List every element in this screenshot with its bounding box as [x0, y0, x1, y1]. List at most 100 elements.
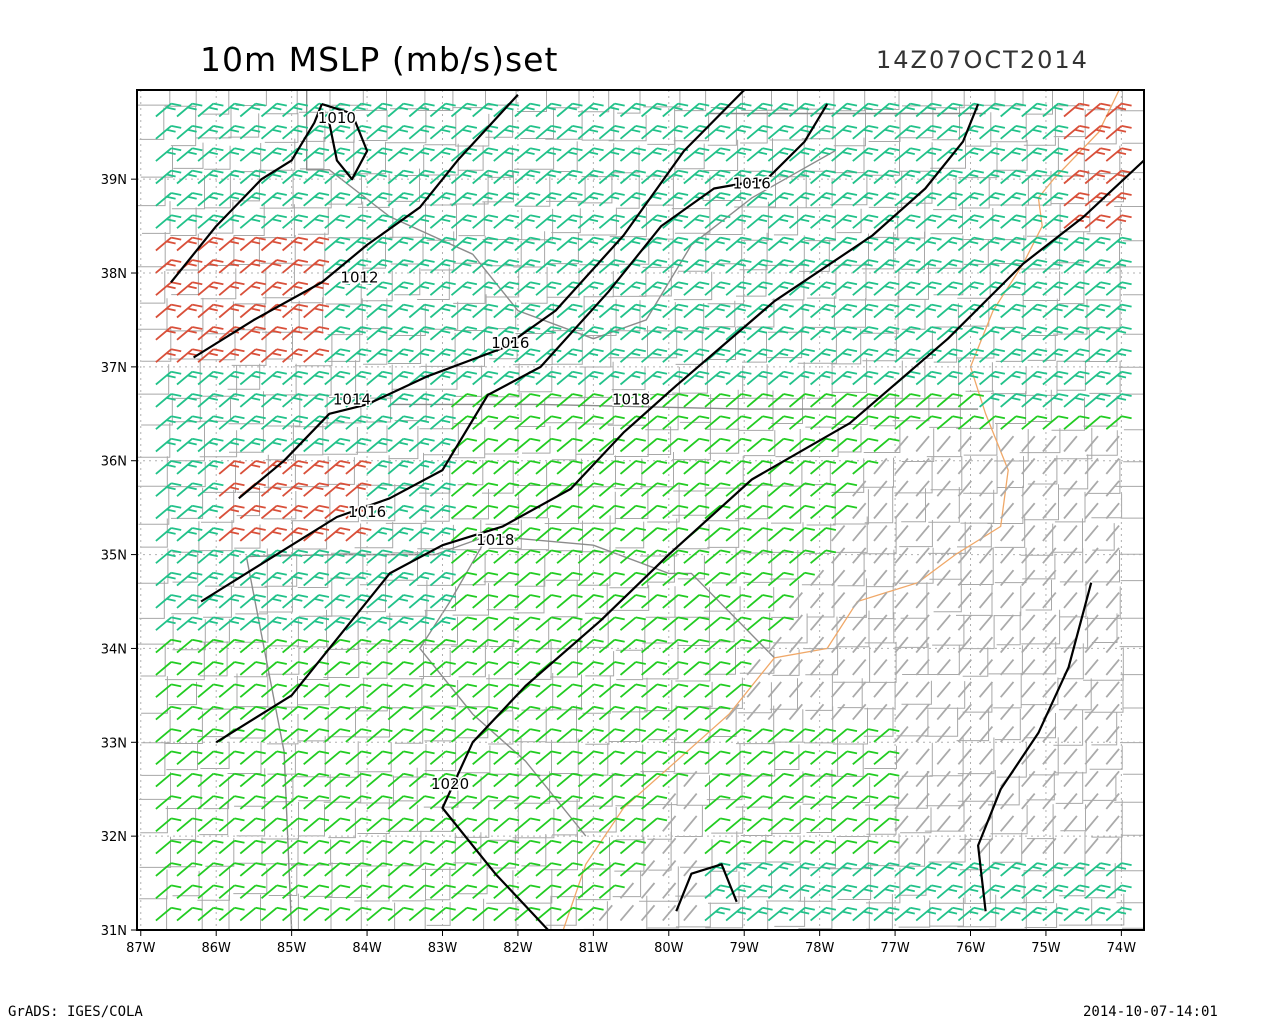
wind-barb: [366, 102, 393, 118]
wind-barb: [915, 415, 942, 430]
wind-barb: [915, 793, 930, 810]
wind-barb: [472, 259, 499, 274]
wind-barb: [239, 214, 266, 229]
wind-barb: [450, 728, 478, 743]
wind-barb: [450, 415, 478, 430]
wind-barb: [767, 772, 794, 788]
wind-barb: [894, 906, 921, 922]
wind-barb: [957, 348, 984, 363]
wind-barb: [239, 594, 266, 609]
wind-barb: [535, 281, 562, 296]
wind-barb: [810, 750, 837, 765]
wind-barb: [598, 839, 625, 855]
wind-barb: [767, 214, 794, 229]
wind-barb: [408, 504, 435, 520]
wind-barb: [788, 370, 815, 386]
wind-barb: [218, 616, 245, 631]
wind-barb: [704, 259, 731, 274]
wind-barb: [1084, 614, 1099, 631]
wind-barb: [704, 147, 731, 162]
wind-barb: [239, 370, 266, 386]
wind-barb: [577, 661, 604, 676]
wind-barb: [1000, 815, 1015, 832]
wind-barb: [1000, 192, 1027, 207]
wind-barb: [239, 460, 266, 475]
wind-barb: [303, 460, 330, 475]
wind-barb: [493, 303, 520, 319]
wind-barb: [810, 415, 837, 430]
wind-barb: [1063, 592, 1078, 609]
wind-barb: [915, 681, 930, 698]
wind-barb: [1042, 906, 1069, 922]
wind-barb: [303, 348, 330, 363]
wind-barb: [936, 457, 951, 475]
wind-barb: [429, 862, 456, 877]
wind-barb: [598, 303, 625, 319]
wind-barb: [1063, 502, 1078, 520]
wind-barb: [873, 281, 900, 296]
wind-barb: [788, 303, 815, 319]
isobar-line: [238, 90, 745, 500]
wind-barb: [176, 906, 203, 922]
wind-barb: [641, 259, 668, 274]
wind-barb: [493, 460, 520, 475]
x-tick-label: 76W: [956, 941, 986, 956]
wind-barb: [873, 259, 900, 274]
x-tick-label: 82W: [503, 941, 533, 956]
wind-barb: [640, 882, 656, 899]
wind-barb: [978, 480, 994, 497]
wind-barb: [345, 638, 372, 654]
wind-barb: [493, 236, 520, 252]
wind-barb: [1084, 906, 1111, 922]
wind-barb: [450, 259, 478, 274]
wind-barb: [366, 259, 393, 274]
wind-barb: [619, 795, 646, 810]
wind-barb: [429, 393, 456, 408]
wind-barb: [831, 393, 858, 408]
wind-barb: [197, 415, 224, 430]
wind-barb: [176, 415, 203, 430]
wind-barb: [260, 214, 287, 229]
wind-barb: [598, 616, 625, 631]
wind-barb: [366, 705, 393, 721]
wind-barb: [366, 169, 393, 185]
wind-barb: [324, 370, 351, 386]
wind-barb: [788, 549, 815, 564]
wind-barb: [936, 102, 963, 118]
wind-barb: [767, 482, 794, 497]
wind-barb: [746, 571, 773, 587]
wind-barb: [176, 795, 203, 810]
wind-barb: [324, 527, 351, 542]
wind-barb: [936, 370, 963, 386]
wind-barb: [619, 504, 646, 520]
wind-barb: [239, 795, 266, 810]
wind-barb: [260, 661, 287, 676]
wind-barb: [1063, 259, 1090, 274]
wind-barb: [408, 527, 435, 542]
wind-barb: [493, 527, 520, 542]
wind-barb: [767, 839, 794, 855]
wind-barb: [577, 638, 604, 654]
wind-barb: [176, 192, 203, 207]
wind-barb: [1063, 125, 1090, 140]
wind-barb: [408, 259, 435, 274]
wind-barb: [936, 236, 963, 252]
wind-barb: [1042, 793, 1057, 810]
wind-barb: [979, 393, 1006, 408]
wind-barb: [472, 862, 499, 877]
wind-barb: [408, 906, 435, 922]
wind-barb: [197, 661, 224, 676]
wind-barb: [936, 502, 951, 520]
wind-barb: [345, 102, 372, 118]
isobar-line: [215, 103, 980, 744]
isobar-label: 1016: [348, 503, 386, 521]
wind-barb: [979, 415, 1006, 430]
wind-barb: [1021, 393, 1048, 408]
wind-barb: [218, 281, 245, 296]
wind-barb: [788, 839, 815, 855]
wind-barb: [1084, 125, 1111, 140]
wind-barb: [556, 460, 583, 475]
wind-barb: [387, 750, 414, 765]
wind-barb: [831, 884, 858, 899]
wind-barb: [577, 906, 604, 922]
